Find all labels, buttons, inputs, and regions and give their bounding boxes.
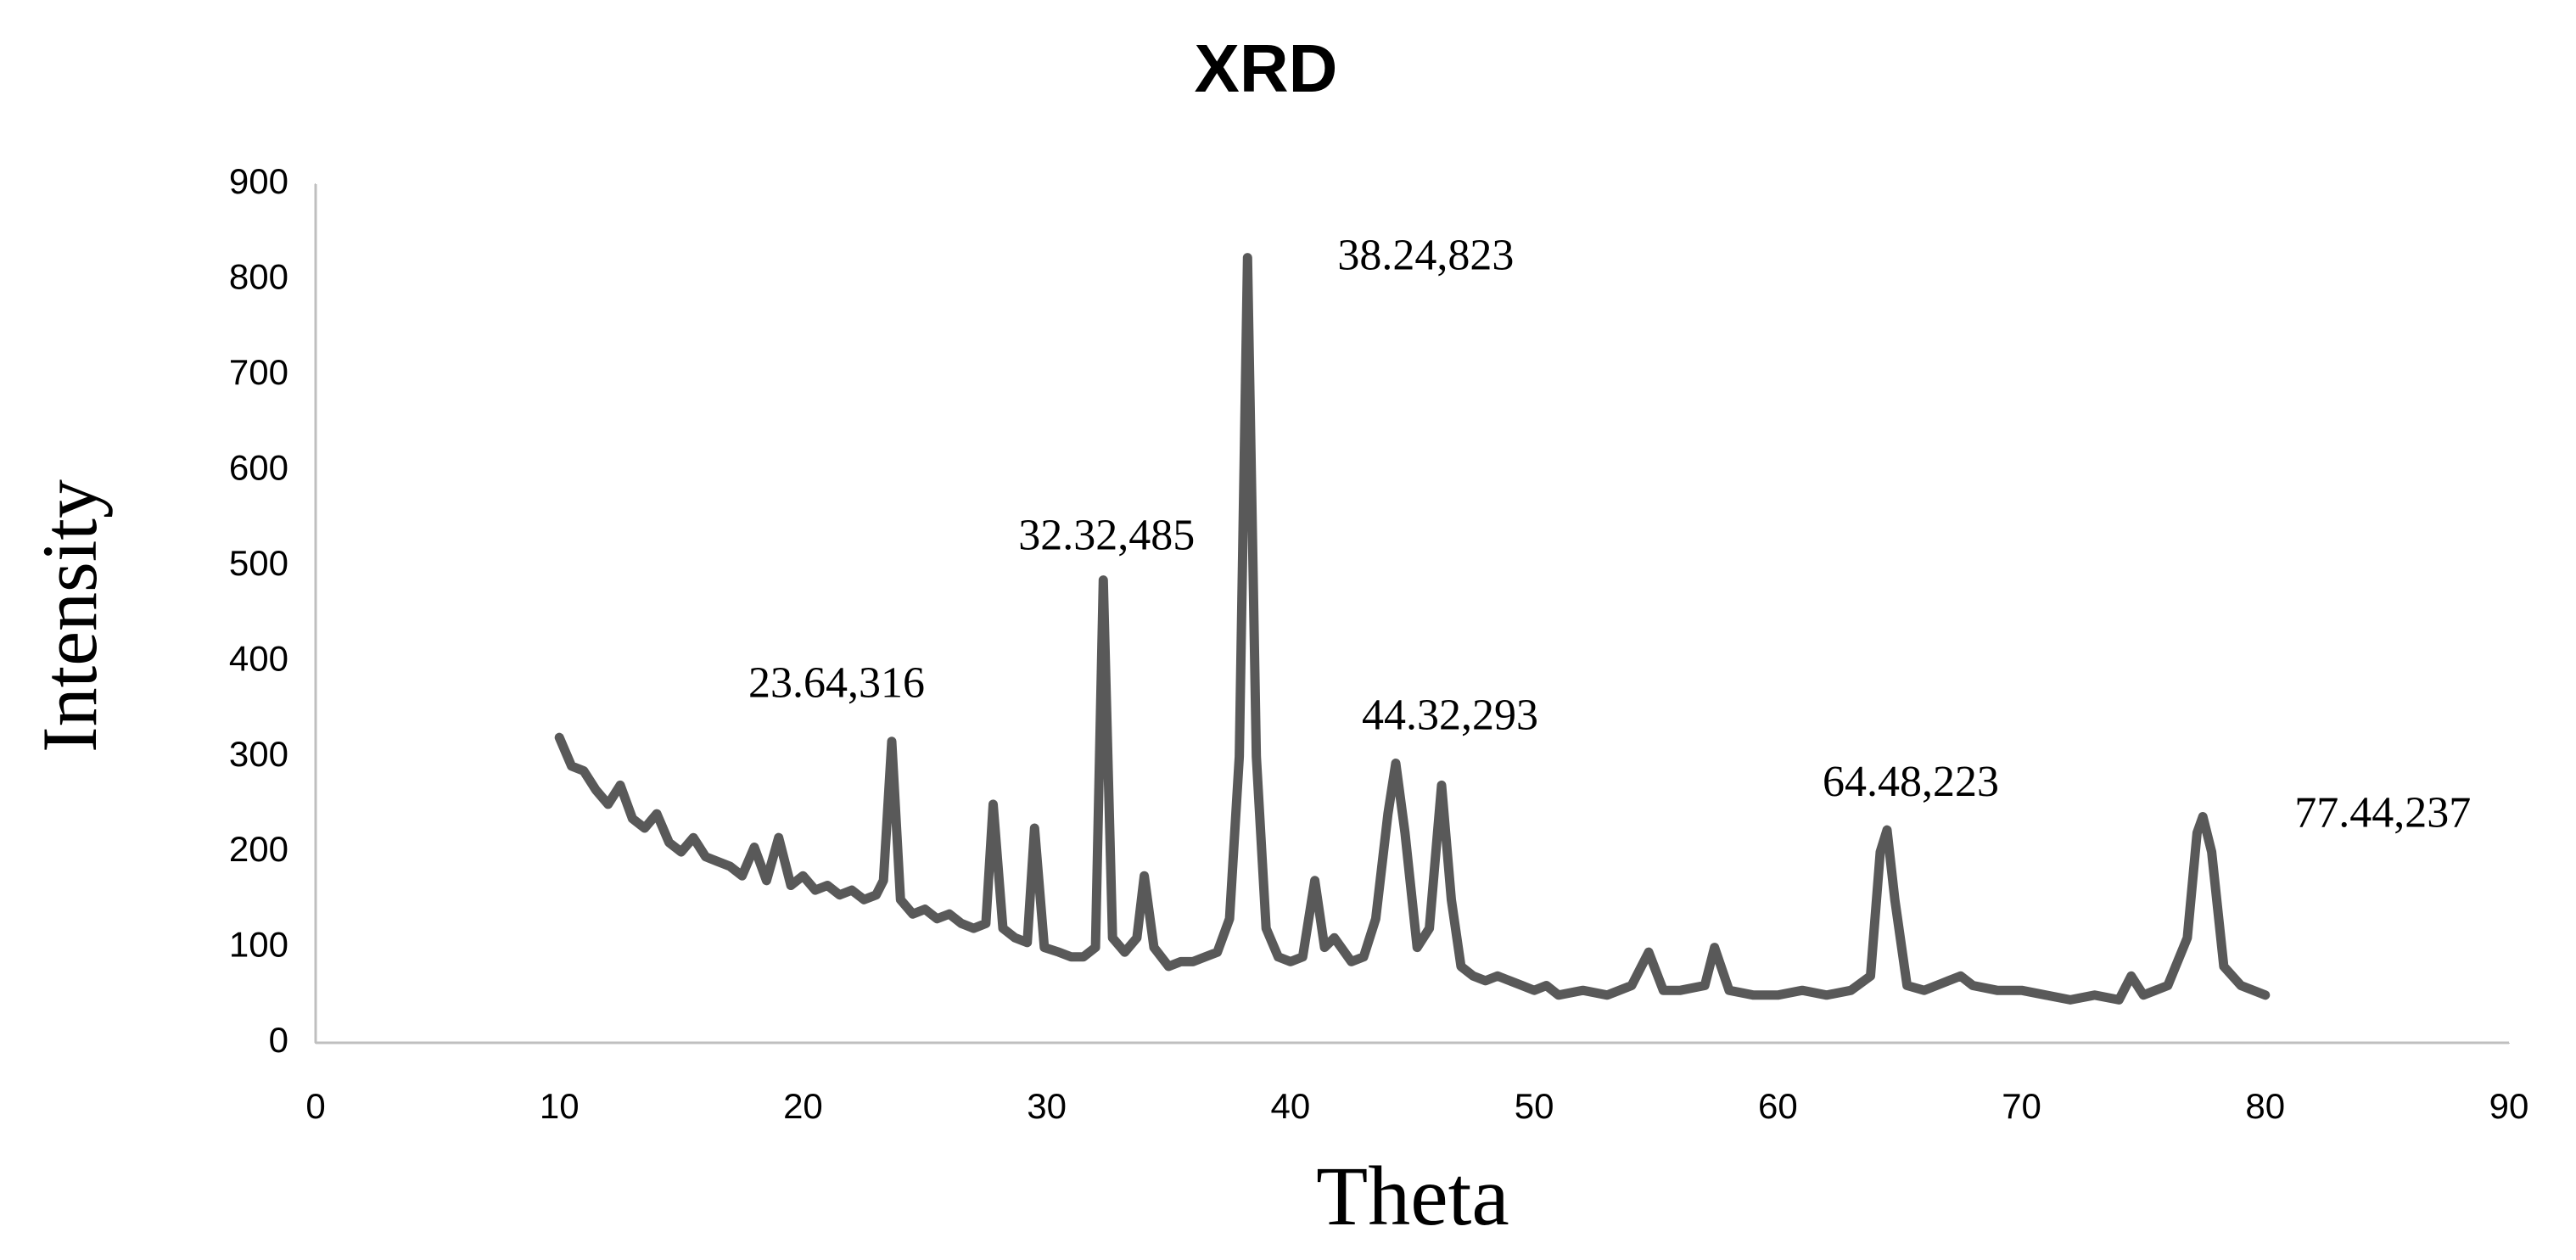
- x-tick-label: 80: [2245, 1086, 2285, 1126]
- x-tick-label: 40: [1271, 1086, 1311, 1126]
- x-tick-label: 70: [2002, 1086, 2041, 1126]
- peak-annotation: 64.48,223: [1823, 758, 1999, 806]
- y-tick-label: 400: [229, 638, 288, 678]
- peak-annotation: 44.32,293: [1362, 691, 1538, 739]
- x-tick-label: 10: [540, 1086, 580, 1126]
- chart-title: XRD: [1195, 31, 1338, 106]
- peak-annotation: 32.32,485: [1018, 512, 1195, 560]
- y-axis-title: Intensity: [26, 479, 113, 753]
- y-tick-label: 800: [229, 257, 288, 297]
- y-tick-label: 300: [229, 734, 288, 774]
- x-axis-title: Theta: [1316, 1149, 1509, 1243]
- peak-annotation: 23.64,316: [748, 659, 925, 708]
- y-tick-label: 500: [229, 543, 288, 583]
- peak-annotation: 38.24,823: [1337, 232, 1514, 280]
- y-tick-label: 900: [229, 161, 288, 201]
- y-tick-label: 100: [229, 925, 288, 965]
- x-tick-label: 60: [1758, 1086, 1798, 1126]
- x-tick-label: 0: [305, 1086, 325, 1126]
- peak-annotation: 77.44,237: [2294, 788, 2471, 837]
- x-tick-label: 30: [1027, 1086, 1067, 1126]
- y-tick-label: 600: [229, 447, 288, 487]
- y-tick-label: 700: [229, 352, 288, 392]
- y-tick-label: 200: [229, 829, 288, 869]
- x-tick-label: 20: [783, 1086, 823, 1126]
- x-tick-label: 90: [2489, 1086, 2529, 1126]
- data-line: [554, 253, 2271, 1005]
- y-tick-label: 0: [269, 1020, 288, 1060]
- x-tick-label: 50: [1515, 1086, 1554, 1126]
